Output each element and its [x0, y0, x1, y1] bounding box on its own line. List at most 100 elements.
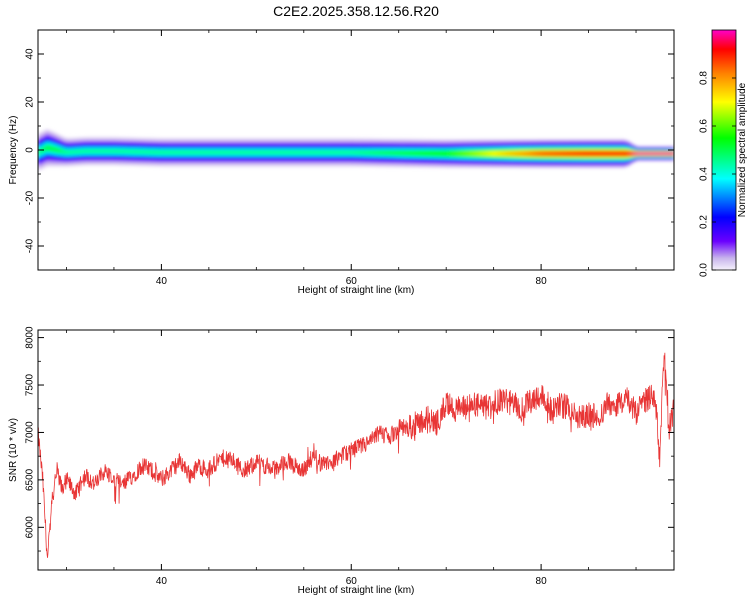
heatmap-cell	[582, 151, 588, 156]
heatmap-cell	[119, 149, 125, 154]
heatmap-cell	[69, 149, 75, 155]
heatmap-cell	[628, 151, 634, 156]
heatmap-cell	[551, 151, 557, 156]
heatmap-cell	[187, 150, 193, 155]
heatmap-cell	[601, 151, 607, 156]
heatmap-cell	[423, 151, 429, 156]
y-tick-label: 20	[25, 96, 36, 108]
heatmap-cell	[264, 150, 270, 155]
heatmap-cell	[637, 152, 643, 155]
heatmap-cell	[228, 150, 234, 155]
heatmap-cell	[342, 150, 348, 155]
heatmap-cell	[623, 151, 629, 156]
heatmap-cell	[510, 151, 516, 156]
heatmap-cell	[478, 151, 484, 156]
heatmap-cell	[110, 149, 116, 154]
heatmap-cell	[55, 147, 62, 154]
heatmap-cell	[537, 151, 543, 156]
heatmap-cell	[496, 151, 502, 156]
heatmap-cell	[278, 150, 284, 155]
x-tick-label: 80	[536, 276, 548, 287]
heatmap-cell	[378, 150, 384, 155]
heatmap-cell	[632, 152, 638, 156]
heatmap-cell	[124, 149, 130, 154]
heatmap-cell	[301, 150, 307, 155]
heatmap-cell	[451, 151, 457, 156]
x-tick-label: 40	[156, 276, 168, 287]
heatmap-cell	[351, 150, 357, 155]
heatmap-cell	[392, 150, 398, 156]
heatmap-cell	[319, 150, 325, 155]
heatmap-cell	[83, 149, 89, 154]
heatmap-cell	[619, 151, 625, 156]
heatmap-cell	[151, 150, 157, 155]
x-tick-label: 40	[156, 576, 168, 587]
heatmap-band	[38, 129, 674, 171]
heatmap-cell	[114, 149, 121, 154]
heatmap-cell	[210, 150, 216, 155]
heatmap-cell	[96, 149, 102, 154]
colorbar-tick-label: 0.4	[699, 167, 710, 181]
heatmap-cell	[519, 151, 525, 156]
snr-series-line	[38, 352, 674, 558]
heatmap-cell	[610, 151, 616, 156]
heatmap-cell	[437, 151, 443, 156]
heatmap-cell	[410, 151, 416, 156]
heatmap-cell	[505, 151, 511, 156]
colorbar-tick-label: 0.2	[699, 215, 710, 229]
snr-y-ticks: 8000 7500 7000 6500 6000	[25, 326, 674, 552]
heatmap-cell	[332, 150, 339, 155]
snr-frame	[37, 329, 675, 571]
heatmap-cell	[555, 151, 561, 156]
heatmap-cell	[560, 151, 566, 156]
heatmap-cell	[355, 150, 361, 155]
heatmap-cell	[192, 150, 198, 155]
heatmap-cell	[92, 149, 98, 154]
heatmap-cell	[337, 150, 343, 155]
heatmap-cell	[251, 150, 257, 155]
figure-title: C2E2.2025.358.12.56.R20	[273, 3, 439, 19]
heatmap-cell	[405, 150, 411, 156]
heatmap-cell	[74, 149, 80, 155]
x-tick-label: 60	[346, 576, 358, 587]
y-tick-label: 6000	[25, 516, 36, 539]
heatmap-cell	[446, 151, 452, 156]
heatmap-cell	[155, 150, 161, 155]
heatmap-cell	[596, 151, 602, 156]
heatmap-cell	[382, 150, 389, 155]
heatmap-cell	[464, 151, 470, 156]
heatmap-cell	[473, 151, 479, 156]
heatmap-cell	[360, 150, 366, 155]
heatmap-cell	[442, 151, 448, 156]
heatmap-cell	[237, 150, 243, 155]
colorbar-gradient	[711, 29, 737, 271]
spectrogram-panel: 40 60 80 40 20 0 -20 -40 Height of straight li…	[8, 29, 675, 296]
y-tick-label: 6500	[25, 468, 36, 491]
heatmap-cell	[669, 152, 674, 155]
heatmap-cell	[432, 151, 439, 156]
heatmap-cell	[646, 152, 652, 155]
y-tick-label: 8000	[25, 326, 36, 349]
heatmap-cell	[233, 150, 239, 155]
spectrogram-y-ticks: 40 20 0 -20 -40	[25, 29, 674, 271]
y-tick-label: 0	[25, 147, 36, 153]
heatmap-cell	[641, 152, 648, 155]
heatmap-cell	[591, 151, 598, 156]
heatmap-cell	[196, 150, 202, 155]
heatmap-cell	[283, 150, 289, 155]
heatmap-cell	[328, 150, 334, 155]
heatmap-cell	[133, 149, 139, 154]
heatmap-cell	[223, 150, 230, 155]
colorbar-tick-label: 0.8	[699, 71, 710, 85]
heatmap-cell	[414, 151, 420, 156]
x-tick-label: 60	[346, 276, 358, 287]
heatmap-cell	[573, 151, 579, 156]
heatmap-cell	[614, 151, 620, 156]
heatmap-cell	[419, 151, 425, 156]
spectrogram-y-label: Frequency (Hz)	[8, 116, 19, 185]
heatmap-cell	[201, 150, 207, 155]
heatmap-cell	[569, 151, 575, 156]
heatmap-cell	[160, 150, 166, 155]
heatmap-cell	[64, 149, 71, 155]
